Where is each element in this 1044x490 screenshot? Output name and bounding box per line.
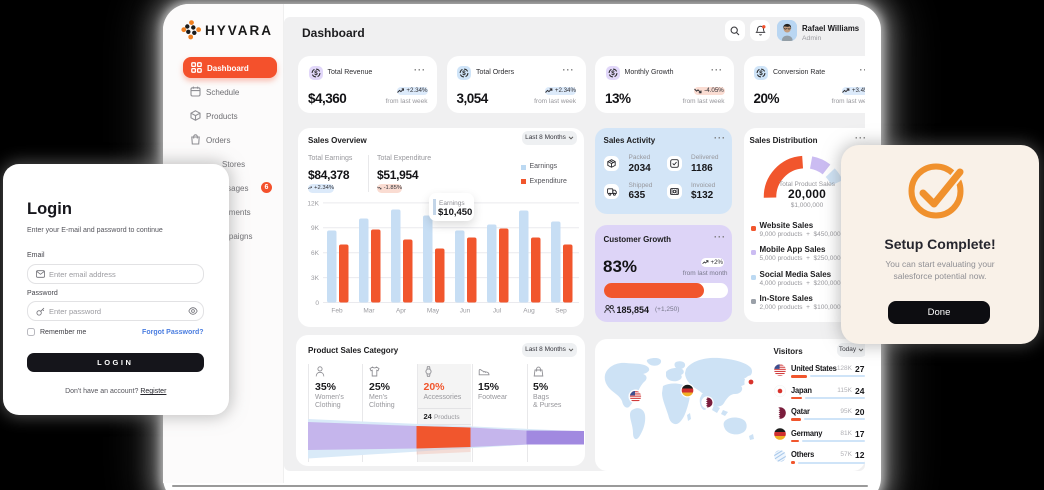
svg-text:3K: 3K <box>311 275 320 282</box>
svg-text:Sep: Sep <box>555 308 567 315</box>
svg-text:$: $ <box>314 70 318 77</box>
svg-text:$: $ <box>611 70 615 77</box>
svg-text:Apr: Apr <box>395 308 406 315</box>
svg-text:Jun: Jun <box>459 308 470 315</box>
svg-text:12K: 12K <box>307 200 319 207</box>
svg-text:$: $ <box>462 70 466 77</box>
svg-text:$: $ <box>759 70 763 77</box>
svg-text:Aug: Aug <box>523 308 535 315</box>
svg-text:0: 0 <box>315 300 319 307</box>
svg-text:May: May <box>426 308 439 315</box>
svg-text:Mar: Mar <box>363 308 375 315</box>
svg-text:9K: 9K <box>311 225 320 232</box>
svg-text:6K: 6K <box>311 250 320 257</box>
svg-text:Feb: Feb <box>331 308 343 315</box>
svg-text:Jul: Jul <box>492 308 501 315</box>
